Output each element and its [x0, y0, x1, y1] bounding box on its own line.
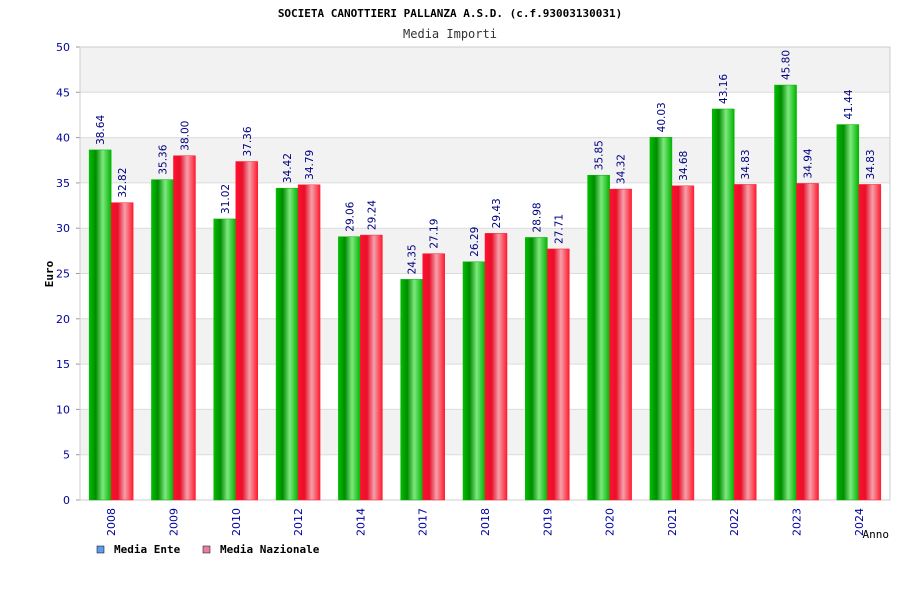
x-tick-label: 2009 [167, 508, 180, 536]
bar-media-nazionale [609, 188, 632, 501]
value-label: 40.03 [656, 102, 668, 132]
value-label: 28.98 [531, 202, 543, 232]
x-tick-label: 2012 [292, 508, 305, 536]
legend-label-ente: Media Ente [114, 543, 181, 556]
plot-band [80, 92, 890, 138]
value-label: 35.85 [594, 140, 606, 170]
value-label: 37.36 [242, 126, 254, 156]
bar-media-ente [151, 179, 174, 501]
bar-media-ente [836, 124, 860, 501]
x-axis-label: Anno [863, 528, 890, 541]
y-tick-label: 5 [63, 449, 70, 462]
x-tick-label: 2018 [479, 508, 492, 536]
value-label: 34.79 [304, 150, 316, 180]
value-label: 34.32 [616, 154, 628, 184]
y-tick-label: 15 [56, 358, 70, 371]
x-tick-label: 2019 [541, 508, 554, 536]
value-label: 41.44 [843, 89, 855, 119]
value-label: 43.16 [718, 74, 730, 104]
bar-media-nazionale [858, 184, 882, 501]
y-axis-label: Euro [43, 260, 56, 287]
bar-media-ente [587, 174, 610, 501]
value-labels: 38.64 32.82 35.36 38.00 31.02 37.36 34.42 34.79… [95, 50, 877, 274]
plot-band [80, 182, 890, 229]
y-tick-label: 35 [56, 177, 70, 190]
x-tick-label: 2010 [230, 508, 243, 536]
bar-media-ente [88, 149, 112, 501]
bar-media-nazionale [547, 248, 570, 501]
y-tick-label: 30 [56, 222, 70, 235]
value-label: 34.83 [740, 149, 752, 179]
x-tick-label: 2017 [417, 508, 430, 536]
y-axis-ticks: 0 5 10 15 20 25 30 35 40 45 50 [56, 41, 70, 507]
bar-media-nazionale [110, 202, 134, 501]
chart-subtitle: Media Importi [403, 27, 497, 41]
value-label: 32.82 [117, 168, 129, 198]
bar-media-nazionale [796, 183, 819, 501]
bar-media-ente [400, 279, 423, 501]
bar-media-ente [649, 137, 673, 501]
value-label: 38.00 [179, 121, 191, 151]
x-tick-label: 2014 [354, 508, 367, 536]
bar-media-nazionale [173, 155, 196, 501]
bar-media-ente [338, 236, 361, 501]
value-label: 26.29 [469, 227, 481, 257]
bar-media-nazionale [360, 234, 383, 501]
y-tick-label: 0 [63, 494, 70, 507]
y-tick-label: 10 [56, 403, 70, 416]
x-tick-label: 2008 [105, 508, 118, 536]
bars [88, 84, 882, 501]
value-label: 38.64 [95, 115, 107, 145]
y-tick-label: 20 [56, 313, 70, 326]
value-label: 27.19 [429, 219, 441, 249]
value-label: 31.02 [220, 184, 232, 214]
bar-media-nazionale [297, 184, 321, 501]
bar-media-nazionale [422, 253, 445, 501]
value-label: 34.68 [678, 151, 690, 181]
value-label: 35.36 [157, 144, 169, 174]
value-label: 29.24 [366, 200, 378, 230]
bar-media-nazionale [484, 233, 508, 501]
value-label: 29.06 [344, 201, 356, 231]
bar-media-ente [774, 84, 797, 501]
legend: Media Ente Media Nazionale [96, 543, 320, 556]
bar-media-ente [711, 108, 735, 501]
x-axis-ticks: 2008 2009 2010 2012 2014 2017 2018 2019 2020 2021… [105, 508, 866, 536]
x-tick-label: 2024 [853, 508, 866, 536]
value-label: 34.42 [282, 153, 294, 183]
y-tick-label: 45 [56, 86, 70, 99]
legend-swatch-nazionale [202, 545, 211, 554]
bar-media-ente [525, 237, 548, 501]
x-tick-label: 2021 [666, 508, 679, 536]
bar-media-nazionale [235, 161, 259, 501]
value-label: 34.94 [803, 148, 815, 178]
y-tick-label: 25 [56, 268, 70, 281]
value-label: 45.80 [781, 50, 793, 80]
legend-label-nazionale: Media Nazionale [220, 543, 320, 556]
value-label: 29.43 [491, 198, 503, 228]
y-tick-label: 50 [56, 41, 70, 54]
y-tick-label: 40 [56, 132, 70, 145]
x-tick-label: 2023 [791, 508, 804, 536]
plot-band [80, 137, 890, 183]
value-label: 34.83 [865, 149, 877, 179]
bar-media-nazionale [671, 185, 695, 501]
value-label: 24.35 [407, 244, 419, 274]
bar-media-ente [275, 187, 299, 501]
bar-media-ente [213, 218, 237, 501]
bar-media-ente [462, 261, 486, 501]
x-tick-label: 2020 [604, 508, 617, 536]
chart-title: SOCIETA CANOTTIERI PALLANZA A.S.D. (c.f.… [278, 7, 622, 20]
bar-media-nazionale [733, 184, 757, 501]
x-tick-label: 2022 [728, 508, 741, 536]
legend-swatch-ente [96, 545, 105, 554]
value-label: 27.71 [553, 214, 565, 244]
plot-band [80, 47, 890, 93]
